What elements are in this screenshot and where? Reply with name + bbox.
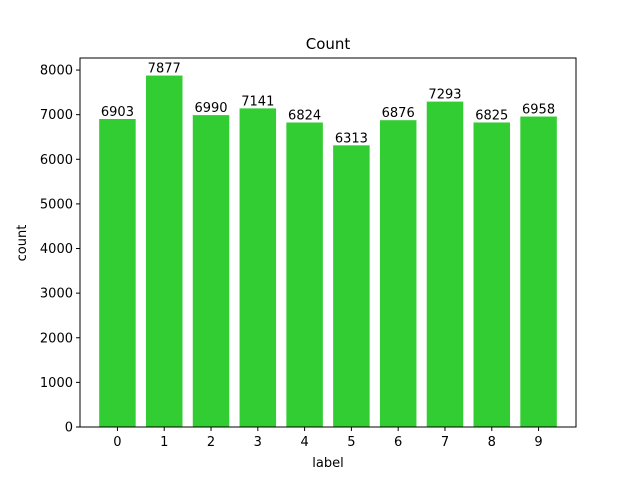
y-tick-label-7000: 7000: [40, 108, 73, 123]
x-tick-label-5: 5: [347, 435, 355, 450]
y-tick-label-8000: 8000: [40, 64, 73, 79]
y-tick-label-5000: 5000: [40, 197, 73, 212]
data-label-6: 6876: [382, 106, 415, 121]
x-tick-label-3: 3: [254, 435, 262, 450]
y-tick-label-1000: 1000: [40, 376, 73, 391]
x-tick-label-4: 4: [300, 435, 308, 450]
x-axis-title: label: [312, 456, 343, 471]
bar-4: [286, 122, 323, 428]
bar-1: [145, 75, 183, 427]
data-label-0: 6903: [101, 105, 134, 120]
x-tick-label-6: 6: [394, 435, 402, 450]
plot-frame: [79, 57, 577, 428]
data-label-8: 6825: [475, 108, 508, 123]
y-tick-label-0: 0: [65, 421, 73, 436]
bar-7: [426, 101, 464, 427]
y-axis-title: count: [15, 225, 30, 262]
data-label-2: 6990: [194, 101, 227, 116]
x-tick-label-8: 8: [488, 435, 496, 450]
data-label-5: 6313: [335, 131, 368, 146]
data-label-9: 6958: [522, 103, 555, 118]
bar-5: [333, 145, 370, 427]
bar-8: [473, 122, 511, 427]
data-label-1: 7877: [148, 62, 181, 77]
y-tick-label-4000: 4000: [40, 242, 73, 257]
axes-layer: [76, 57, 577, 431]
bar-9: [520, 116, 557, 427]
bar-2: [192, 115, 230, 428]
x-tick-label-9: 9: [534, 435, 542, 450]
x-tick-label-1: 1: [160, 435, 168, 450]
y-tick-label-3000: 3000: [40, 287, 73, 302]
bar-0: [99, 118, 136, 428]
y-tick-label-6000: 6000: [40, 153, 73, 168]
bar-6: [379, 120, 417, 427]
data-label-3: 7141: [241, 94, 274, 109]
data-label-4: 6824: [288, 109, 321, 124]
x-tick-label-2: 2: [207, 435, 215, 450]
bar-3: [239, 108, 277, 428]
x-tick-label-0: 0: [113, 435, 121, 450]
y-tick-label-2000: 2000: [40, 331, 73, 346]
x-tick-label-7: 7: [441, 435, 449, 450]
chart-title: Count: [306, 35, 351, 53]
bars-layer: [99, 75, 557, 428]
data-label-7: 7293: [428, 88, 461, 103]
